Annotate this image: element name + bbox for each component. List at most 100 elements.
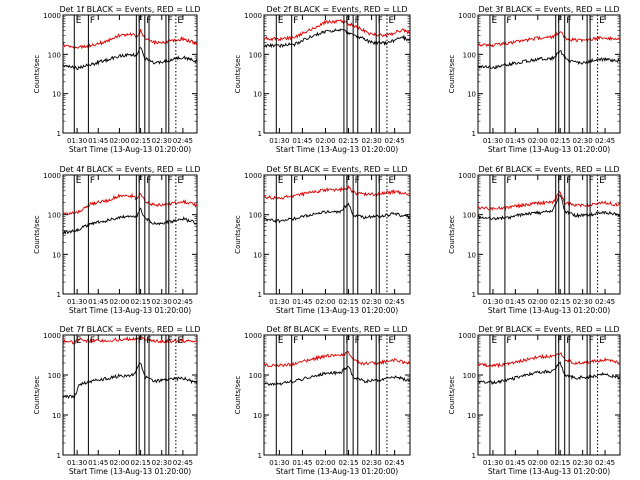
marker-label: F <box>589 16 594 26</box>
y-tick-label: 1 <box>258 452 262 460</box>
x-tick-label: 01:30 <box>483 298 503 306</box>
plot-title: Det 7f BLACK = Events, RED = LLD <box>59 325 200 334</box>
marker-label: E <box>388 336 394 346</box>
x-tick-label: 02:00 <box>528 459 548 467</box>
x-tick-label: 02:15 <box>550 298 570 306</box>
plot-panel: Det 2f BLACK = Events, RED = LLD 1 10 100 10… <box>234 5 411 154</box>
y-tick-label: 1 <box>57 130 61 138</box>
y-axis-label: Counts/sec <box>448 376 456 415</box>
x-axis-label: Start Time (13-Aug-13 01:20:00) <box>276 306 398 315</box>
y-tick-label: 1 <box>472 130 476 138</box>
marker-label: F <box>378 16 383 26</box>
y-tick-label: 1000 <box>43 332 61 340</box>
y-tick-label: 10 <box>52 251 61 259</box>
x-tick-label: 01:30 <box>483 459 503 467</box>
y-tick-label: 1000 <box>244 12 262 20</box>
x-tick-label: 01:30 <box>269 459 289 467</box>
x-tick-label: 01:45 <box>505 459 525 467</box>
data-series-line <box>62 47 198 70</box>
y-tick-label: 1000 <box>458 172 476 180</box>
x-tick-label: 01:45 <box>88 459 108 467</box>
x-tick-label: 01:30 <box>269 298 289 306</box>
marker-label: F <box>378 336 383 346</box>
plot-panel: Det 9f BLACK = Events, RED = LLD 1 10 100 10… <box>448 325 621 476</box>
x-tick-label: 01:45 <box>88 137 108 145</box>
y-tick-label: 100 <box>48 212 61 220</box>
x-axis-label: Start Time (13-Aug-13 01:20:00) <box>69 306 191 315</box>
plot-title: Det 5f BLACK = Events, RED = LLD <box>266 165 407 174</box>
x-tick-label: 02:00 <box>315 137 335 145</box>
marker-label: F <box>293 176 298 186</box>
plot-panel: Det 5f BLACK = Events, RED = LLD 1 10 100 10… <box>234 165 411 315</box>
x-tick-label: 01:45 <box>292 459 312 467</box>
data-series-line <box>62 336 198 345</box>
y-tick-label: 1 <box>472 291 476 299</box>
x-tick-label: 02:30 <box>152 137 172 145</box>
x-tick-label: 01:30 <box>483 137 503 145</box>
y-axis-label: Counts/sec <box>234 215 242 254</box>
data-series-line <box>263 365 411 387</box>
data-series-line <box>263 184 411 200</box>
y-tick-label: 100 <box>249 372 262 380</box>
marker-label: F <box>345 16 350 26</box>
x-tick-label: 02:45 <box>173 459 193 467</box>
data-series-line <box>477 352 621 369</box>
data-series-line <box>62 192 198 216</box>
x-tick-label: 02:45 <box>595 137 615 145</box>
x-tick-label: 01:30 <box>67 459 87 467</box>
y-tick-label: 1000 <box>458 12 476 20</box>
y-tick-label: 100 <box>249 212 262 220</box>
y-tick-label: 100 <box>463 51 476 59</box>
y-tick-label: 10 <box>467 91 476 99</box>
y-tick-label: 1000 <box>43 12 61 20</box>
marker-label: F <box>138 16 143 26</box>
y-axis-label: Counts/sec <box>448 215 456 254</box>
plot-title: Det 1f BLACK = Events, RED = LLD <box>59 5 200 14</box>
x-tick-label: 02:15 <box>338 137 358 145</box>
marker-label: E <box>278 176 284 186</box>
marker-label: F <box>293 336 298 346</box>
marker-label: F <box>167 336 172 346</box>
y-tick-label: 10 <box>253 412 262 420</box>
marker-label: E <box>491 16 497 26</box>
marker-label: F <box>345 336 350 346</box>
plot-frame <box>263 174 411 295</box>
y-tick-label: 10 <box>467 412 476 420</box>
marker-label: F <box>557 336 562 346</box>
y-axis-label: Counts/sec <box>33 55 41 94</box>
plot-frame <box>263 334 411 456</box>
marker-label: F <box>355 336 360 346</box>
plot-frame <box>263 14 411 134</box>
y-tick-label: 100 <box>463 372 476 380</box>
y-tick-label: 10 <box>52 91 61 99</box>
x-tick-label: 02:45 <box>385 459 405 467</box>
data-series-line <box>62 207 198 236</box>
x-tick-label: 02:45 <box>385 137 405 145</box>
x-tick-label: 02:00 <box>528 298 548 306</box>
x-axis-label: Start Time (13-Aug-13 01:20:00) <box>69 467 191 476</box>
data-series-line <box>477 50 621 70</box>
plot-panel: Det 4f BLACK = Events, RED = LLD 1 10 100 10… <box>33 165 201 315</box>
x-tick-label: 02:45 <box>385 298 405 306</box>
marker-label: E <box>491 336 497 346</box>
x-tick-label: 02:45 <box>595 459 615 467</box>
data-series-line <box>477 31 621 48</box>
marker-label: F <box>557 176 562 186</box>
data-series-line <box>263 350 411 368</box>
y-tick-label: 1 <box>258 291 262 299</box>
y-axis-label: Counts/sec <box>234 55 242 94</box>
marker-label: E <box>278 336 284 346</box>
y-tick-label: 1 <box>57 452 61 460</box>
x-tick-label: 02:30 <box>152 459 172 467</box>
x-tick-label: 02:15 <box>130 298 150 306</box>
x-tick-label: 01:45 <box>292 137 312 145</box>
y-tick-label: 1000 <box>458 332 476 340</box>
marker-label: E <box>599 16 605 26</box>
marker-label: E <box>76 336 82 346</box>
plot-title: Det 2f BLACK = Events, RED = LLD <box>266 5 407 14</box>
x-tick-label: 02:30 <box>573 459 593 467</box>
x-tick-label: 02:30 <box>573 137 593 145</box>
plot-frame <box>62 174 198 295</box>
marker-label: F <box>90 16 95 26</box>
